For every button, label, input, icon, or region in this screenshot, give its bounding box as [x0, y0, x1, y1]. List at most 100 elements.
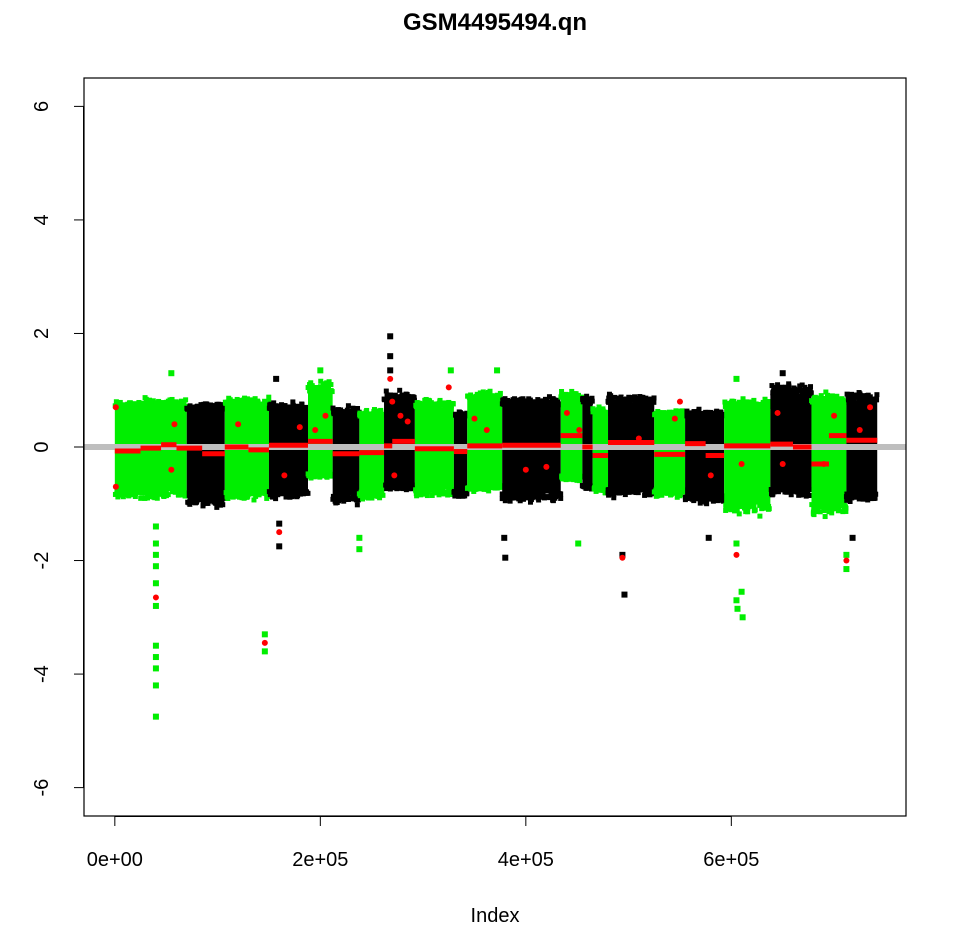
outlier-point	[575, 540, 582, 547]
probe-point	[303, 490, 309, 496]
probe-point	[223, 400, 229, 406]
probe-point	[743, 502, 749, 508]
probe-point	[429, 492, 435, 498]
probe-point	[417, 400, 423, 406]
probe-point	[324, 473, 330, 479]
probe-point	[728, 403, 734, 409]
probe-point	[279, 402, 285, 408]
probe-point	[718, 409, 724, 415]
outlier-point	[356, 534, 363, 541]
probe-point	[634, 488, 640, 494]
probe-point	[169, 403, 175, 409]
probe-point	[290, 399, 296, 405]
probe-point	[835, 508, 841, 514]
probe-point	[271, 400, 277, 406]
probe-point	[478, 394, 484, 400]
x-tick-label: 4e+05	[498, 849, 554, 871]
outlier-point	[356, 546, 363, 553]
probe-point	[226, 489, 232, 495]
probe-point	[351, 493, 357, 499]
probe-point	[308, 380, 314, 386]
probe-point	[782, 386, 788, 392]
probe-point	[326, 388, 332, 394]
outlier-point	[779, 370, 786, 377]
probe-point	[251, 400, 257, 406]
probe-point	[120, 404, 126, 410]
outlier-point	[494, 367, 501, 374]
y-tick-label: 0	[31, 441, 53, 452]
probe-point	[727, 506, 733, 512]
segment-marker	[391, 472, 398, 479]
outlier-point	[152, 540, 159, 547]
probe-point	[331, 411, 337, 417]
probe-point	[468, 486, 474, 492]
probe-point	[231, 493, 237, 499]
probe-point	[355, 494, 361, 500]
probe-point	[286, 406, 292, 412]
probe-point	[522, 494, 528, 500]
probe-point	[571, 473, 577, 479]
probe-point	[272, 492, 278, 498]
probe-point	[326, 379, 332, 385]
probe-point	[611, 487, 617, 493]
probe-point	[828, 503, 834, 509]
probe-point	[439, 491, 445, 497]
probe-point	[745, 505, 751, 511]
probe-point	[775, 382, 781, 388]
probe-point	[840, 509, 846, 515]
probe-point	[152, 495, 158, 501]
probe-point	[384, 486, 390, 492]
block-core	[592, 413, 609, 487]
probe-point	[593, 488, 599, 494]
segment-marker	[152, 594, 159, 601]
probe-point	[147, 397, 153, 403]
probe-point	[304, 406, 310, 412]
probe-point	[305, 471, 311, 477]
segment-marker	[856, 426, 863, 433]
probe-point	[216, 403, 222, 409]
probe-point	[481, 483, 487, 489]
probe-point	[383, 482, 389, 488]
probe-point	[568, 395, 574, 401]
segment-marker	[619, 554, 626, 561]
probe-point	[447, 489, 453, 495]
probe-point	[329, 389, 335, 395]
probe-point	[157, 403, 163, 409]
probe-point	[751, 502, 757, 508]
probe-point	[300, 405, 306, 411]
probe-point	[753, 401, 759, 407]
segment-marker	[397, 412, 404, 419]
probe-point	[239, 490, 245, 496]
probe-point	[723, 507, 729, 513]
probe-point	[858, 491, 864, 497]
probe-point	[748, 401, 754, 407]
segment-marker	[168, 466, 175, 473]
probe-point	[337, 495, 343, 501]
probe-point	[800, 388, 806, 394]
probe-point	[485, 487, 491, 493]
probe-point	[812, 394, 818, 400]
probe-point	[634, 395, 640, 401]
probe-point	[803, 493, 809, 499]
chromosome-block-18	[682, 406, 727, 507]
probe-point	[413, 402, 419, 408]
probe-point	[410, 395, 416, 401]
block-core	[724, 407, 771, 505]
outlier-point	[849, 534, 856, 541]
probe-point	[825, 503, 831, 509]
probe-point	[657, 412, 663, 418]
outlier-point	[152, 682, 159, 689]
probe-point	[840, 399, 846, 405]
probe-point	[839, 396, 845, 402]
probe-point	[688, 411, 694, 417]
outlier-point	[387, 353, 394, 360]
probe-point	[561, 476, 567, 482]
probe-point	[620, 487, 626, 493]
probe-point	[500, 491, 506, 497]
x-tick-label: 2e+05	[292, 849, 348, 871]
probe-point	[454, 412, 460, 418]
probe-point	[211, 499, 217, 505]
probe-point	[818, 393, 824, 399]
probe-point	[810, 399, 816, 405]
probe-point	[232, 488, 238, 494]
